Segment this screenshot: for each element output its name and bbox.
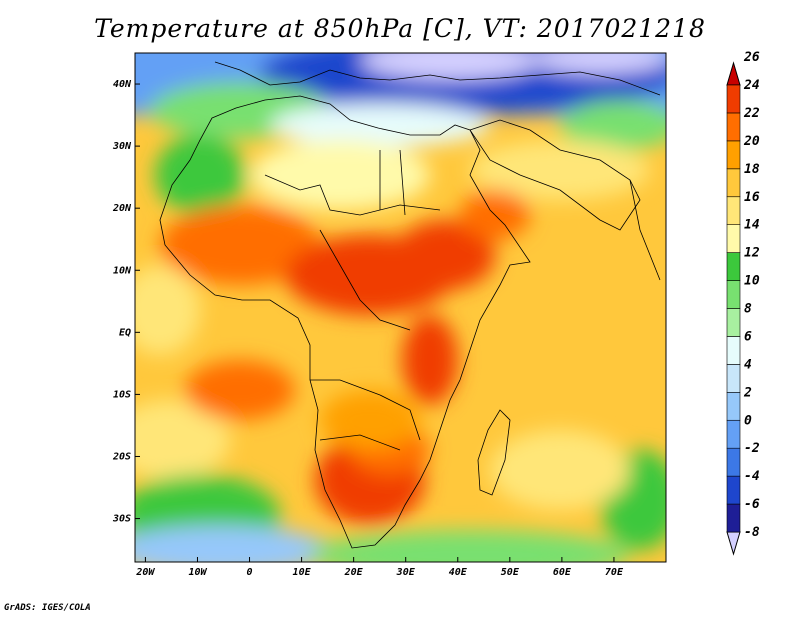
colorbar-label: 14 <box>744 218 760 233</box>
lat-tick-label: 20S <box>112 451 131 462</box>
colorbar-label: 8 <box>744 302 752 317</box>
colorbar-swatch <box>726 419 741 449</box>
colorbar-label: -6 <box>744 497 760 512</box>
colorbar-swatch <box>726 224 741 253</box>
colorbar-label: 18 <box>744 162 760 177</box>
axis-ticks: 20W 10W 0 10E 20E 30E 40E 50E 60E 70E 40N 30N 20N 10N… <box>112 79 624 578</box>
colorbar-swatch <box>726 364 741 393</box>
colorbar-swatch <box>726 196 741 225</box>
colorbar-label: 10 <box>744 274 760 289</box>
colorbar-label: 16 <box>744 190 760 205</box>
colorbar-label: 24 <box>743 78 760 93</box>
lon-tick-label: 70E <box>605 567 624 578</box>
lon-tick-label: 60E <box>553 567 572 578</box>
colorbar-swatch <box>726 280 741 309</box>
colorbar-label: -4 <box>744 469 760 484</box>
lat-tick-label: EQ <box>119 327 131 338</box>
colorbar-swatch <box>726 447 741 477</box>
colorbar-label: -8 <box>744 525 760 540</box>
colorbar-label: 20 <box>743 134 760 149</box>
colorbar-label: 12 <box>744 246 760 261</box>
colorbar-swatch <box>726 168 741 198</box>
credit-text: GrADS: IGES/COLA <box>4 603 91 613</box>
colorbar-label: -2 <box>744 441 760 456</box>
plot-frame <box>134 52 667 563</box>
lon-tick-label: 50E <box>501 567 520 578</box>
coastlines <box>159 61 661 549</box>
lat-tick-label: 30N <box>112 141 132 152</box>
lon-tick-label: 40E <box>449 567 468 578</box>
lat-tick-label: 40N <box>113 79 132 90</box>
lon-tick-label: 20E <box>344 567 364 578</box>
colorbar-swatch <box>726 140 741 170</box>
lon-tick-label: 0 <box>247 567 253 578</box>
map-title: Temperature at 850hPa [C], VT: 201702121… <box>94 14 706 43</box>
colorbar-max-arrow <box>726 61 741 86</box>
colorbar-swatch <box>726 112 741 142</box>
colorbar-swatch <box>726 503 741 533</box>
colorbar-swatch <box>726 475 741 505</box>
colorbar-label: 4 <box>744 357 752 372</box>
colorbar-label: 6 <box>744 329 752 344</box>
colorbar-swatch <box>726 392 741 421</box>
colorbar-swatch <box>726 84 741 114</box>
colorbar-min-arrow <box>726 531 741 556</box>
colorbar-label: 2 <box>743 385 752 400</box>
lon-tick-label: 10W <box>188 567 207 578</box>
lat-tick-label: 10N <box>113 265 132 276</box>
temperature-field <box>135 53 666 562</box>
arabia <box>469 119 641 231</box>
colorbar-swatch <box>726 252 741 281</box>
lon-tick-label: 10E <box>293 567 312 578</box>
colorbar-label: 22 <box>743 106 760 121</box>
colorbar-swatch <box>726 336 741 365</box>
lat-tick-label: 10S <box>113 389 131 400</box>
lat-tick-label: 30S <box>112 514 131 525</box>
lon-tick-label: 30E <box>396 567 416 578</box>
lat-tick-label: 20N <box>112 203 132 214</box>
colorbar-swatch <box>726 308 741 337</box>
lon-tick-label: 20W <box>135 567 155 578</box>
colorbar-label: 0 <box>744 413 752 428</box>
madagascar <box>477 409 511 496</box>
colorbar-label: 26 <box>743 50 760 65</box>
